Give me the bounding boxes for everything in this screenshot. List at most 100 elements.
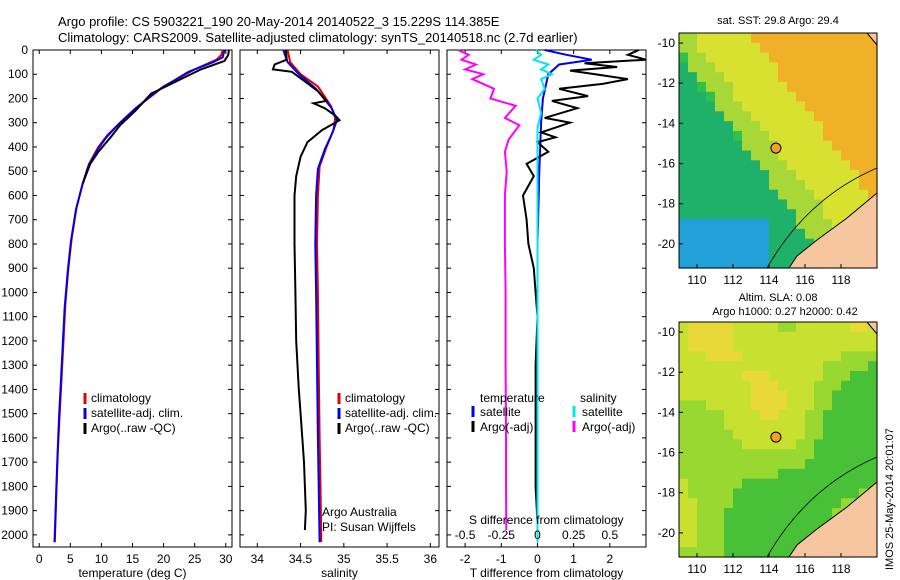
map-cell [742, 238, 752, 250]
map-cell [841, 150, 851, 161]
map-cell [787, 361, 797, 372]
map-cell [697, 111, 707, 122]
map-cell [760, 498, 770, 509]
map-cell [823, 351, 833, 362]
map-cell [841, 52, 851, 63]
map-cell [706, 150, 716, 161]
map-cell [679, 52, 689, 63]
map-cell [733, 219, 743, 230]
map-cell [706, 547, 716, 558]
argo-float-marker [770, 431, 782, 443]
map-cell [697, 390, 707, 401]
map-cell [796, 199, 806, 210]
map-cell [778, 508, 788, 519]
map-cell [679, 370, 689, 382]
map-cell [751, 258, 761, 269]
map-cell [733, 258, 743, 269]
map-cell [832, 170, 842, 181]
map-cell [679, 199, 689, 210]
map-cell [832, 72, 842, 83]
map-cell [715, 361, 725, 372]
map-cell [787, 410, 797, 421]
map-cell [742, 351, 752, 362]
map-cell [697, 478, 707, 490]
map-cell [805, 130, 815, 142]
map-cell [769, 179, 779, 191]
map-cell [823, 488, 833, 499]
map-cell [724, 238, 734, 250]
map-cell [715, 439, 725, 450]
map-cell [724, 478, 734, 490]
map-cell [697, 429, 707, 441]
map-cell [697, 81, 707, 93]
map-cell [724, 370, 734, 382]
map-cell [769, 410, 779, 421]
map-cell [805, 150, 815, 161]
map-cell [760, 331, 770, 343]
map-cell [751, 81, 761, 93]
map-cell [760, 91, 770, 103]
map-cell [742, 209, 752, 220]
map-cell [733, 33, 743, 44]
map-cell [778, 189, 788, 201]
map-cell [805, 527, 815, 539]
map-cell [796, 341, 806, 352]
map-cell [760, 322, 770, 333]
map-cell [706, 160, 716, 171]
map-cell [805, 419, 815, 431]
map-cell [706, 130, 716, 142]
map-cell [769, 400, 779, 411]
x-tick-label: 25 [188, 552, 202, 566]
map-cell [724, 361, 734, 372]
x-tick-label: 35 [337, 552, 351, 566]
map-cell [787, 439, 797, 450]
map-cell [859, 72, 869, 83]
map-cell [814, 81, 824, 93]
map-cell [733, 370, 743, 382]
map-cell [688, 468, 698, 480]
map-cell [823, 130, 833, 142]
map-cell [787, 91, 797, 103]
sst-map-panel [678, 32, 878, 269]
map-cell [796, 527, 806, 539]
map-cell [751, 419, 761, 431]
imos-timestamp: IMOS 25-May-2014 20:01:07 [884, 428, 896, 570]
map-cell [724, 91, 734, 103]
map-cell [778, 228, 788, 240]
map-cell [778, 160, 788, 171]
map-cell [832, 449, 842, 460]
map-cell [769, 72, 779, 83]
map-cell [751, 390, 761, 401]
map-cell [724, 468, 734, 480]
map-cell [823, 91, 833, 103]
map-cell [751, 160, 761, 171]
map-cell [850, 390, 860, 401]
sla-map-title: Altim. SLA: 0.08 [739, 292, 818, 304]
map-cell [715, 150, 725, 161]
map-cell [715, 410, 725, 421]
map-cell [724, 81, 734, 93]
map-cell [859, 370, 869, 382]
map-cell [742, 72, 752, 83]
map-cell [823, 111, 833, 122]
map-cell [805, 498, 815, 509]
map-cell [778, 62, 788, 73]
map-cell [697, 160, 707, 171]
map-cell [787, 62, 797, 73]
map-cell [778, 199, 788, 210]
map-cell [688, 33, 698, 44]
map-cell [706, 179, 716, 191]
map-cell [751, 370, 761, 382]
map-cell [751, 429, 761, 441]
map-cell [841, 400, 851, 411]
map-cell [751, 209, 761, 220]
map-cell [868, 111, 878, 122]
map-cell [796, 33, 806, 44]
map-cell [679, 189, 689, 201]
map-cell [751, 361, 761, 372]
map-x-tick-label: 112 [723, 273, 742, 287]
map-cell [742, 468, 752, 480]
map-cell [760, 351, 770, 362]
map-cell [769, 62, 779, 73]
map-cell [832, 459, 842, 470]
